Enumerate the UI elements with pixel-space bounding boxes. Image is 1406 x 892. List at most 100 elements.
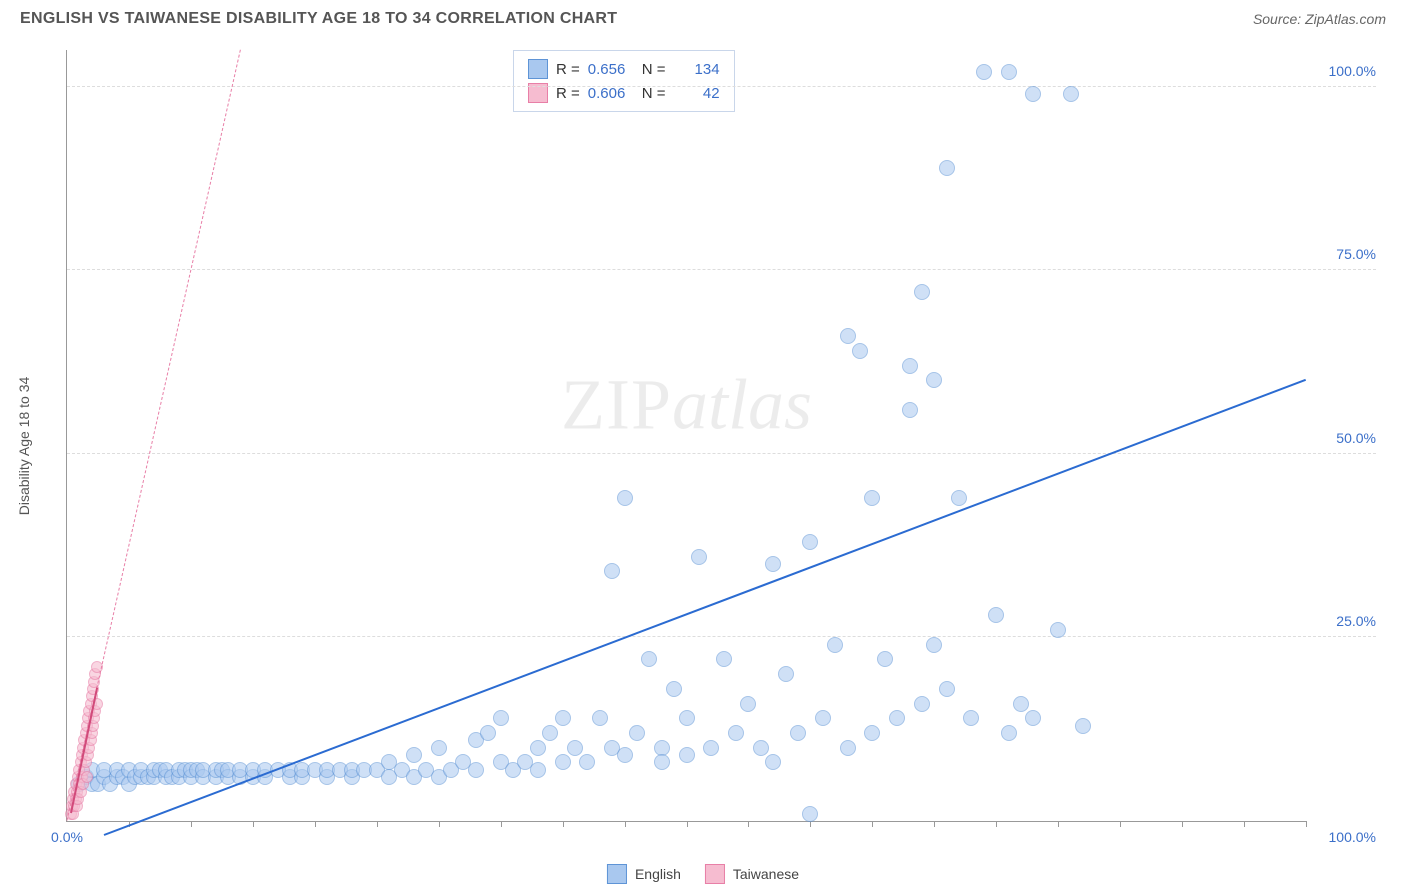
x-tick — [439, 821, 440, 827]
data-point — [802, 806, 818, 822]
series-legend-label: English — [635, 866, 681, 882]
data-point — [926, 637, 942, 653]
x-tick — [191, 821, 192, 827]
data-point — [765, 556, 781, 572]
gridline — [67, 636, 1376, 637]
chart-title: ENGLISH VS TAIWANESE DISABILITY AGE 18 T… — [20, 10, 617, 28]
x-tick — [934, 821, 935, 827]
data-point — [802, 534, 818, 550]
x-tick — [501, 821, 502, 827]
series-legend-item: Taiwanese — [705, 864, 799, 884]
y-tick-label: 75.0% — [1316, 246, 1376, 262]
data-point — [864, 490, 880, 506]
data-point — [654, 754, 670, 770]
data-point — [716, 651, 732, 667]
data-point — [555, 754, 571, 770]
data-point — [988, 607, 1004, 623]
data-point — [1013, 696, 1029, 712]
x-tick — [563, 821, 564, 827]
data-point — [840, 328, 856, 344]
legend-n-label: N = — [642, 61, 666, 78]
data-point — [740, 696, 756, 712]
x-tick — [810, 821, 811, 827]
trend-line — [104, 378, 1307, 835]
plot-region: ZIPatlas R =0.656N =134R =0.606N =42 0.0… — [66, 50, 1306, 822]
data-point — [939, 160, 955, 176]
data-point — [480, 725, 496, 741]
data-point — [963, 710, 979, 726]
legend-r-value: 0.606 — [588, 85, 634, 102]
data-point — [1063, 86, 1079, 102]
data-point — [778, 666, 794, 682]
data-point — [1075, 718, 1091, 734]
data-point — [679, 747, 695, 763]
data-point — [579, 754, 595, 770]
x-tick — [1306, 821, 1307, 827]
data-point — [1050, 622, 1066, 638]
data-point — [1025, 86, 1041, 102]
gridline — [67, 86, 1376, 87]
y-axis-label: Disability Age 18 to 34 — [16, 377, 32, 516]
watermark-part1: ZIP — [561, 364, 672, 444]
data-point — [629, 725, 645, 741]
watermark-part2: atlas — [672, 364, 812, 444]
legend-n-value: 42 — [674, 85, 720, 102]
data-point — [902, 358, 918, 374]
data-point — [765, 754, 781, 770]
x-tick — [872, 821, 873, 827]
x-tick — [996, 821, 997, 827]
data-point — [914, 696, 930, 712]
x-tick — [625, 821, 626, 827]
data-point — [939, 681, 955, 697]
data-point — [902, 402, 918, 418]
legend-r-value: 0.656 — [588, 61, 634, 78]
legend-r-label: R = — [556, 85, 580, 102]
data-point — [728, 725, 744, 741]
data-point — [877, 651, 893, 667]
x-tick — [1182, 821, 1183, 827]
data-point — [604, 563, 620, 579]
series-legend-label: Taiwanese — [733, 866, 799, 882]
data-point — [679, 710, 695, 726]
legend-n-value: 134 — [674, 61, 720, 78]
y-tick-label: 100.0% — [1316, 63, 1376, 79]
data-point — [592, 710, 608, 726]
data-point — [1001, 725, 1017, 741]
data-point — [852, 343, 868, 359]
x-tick — [315, 821, 316, 827]
legend-row: R = 0.606 N = 42 — [528, 81, 720, 105]
data-point — [617, 747, 633, 763]
y-tick-label: 25.0% — [1316, 613, 1376, 629]
data-point — [1025, 710, 1041, 726]
y-tick-label: 50.0% — [1316, 430, 1376, 446]
data-point — [790, 725, 806, 741]
data-point — [926, 372, 942, 388]
data-point — [406, 747, 422, 763]
data-point — [530, 762, 546, 778]
x-tick — [253, 821, 254, 827]
data-point — [641, 651, 657, 667]
data-point — [468, 762, 484, 778]
legend-n-label: N = — [642, 85, 666, 102]
data-point — [617, 490, 633, 506]
data-point — [666, 681, 682, 697]
data-point — [1001, 64, 1017, 80]
data-point — [555, 710, 571, 726]
legend-swatch — [528, 59, 548, 79]
x-tick — [748, 821, 749, 827]
data-point — [889, 710, 905, 726]
legend-row: R =0.656N =134 — [528, 57, 720, 81]
x-tick — [377, 821, 378, 827]
data-point — [864, 725, 880, 741]
series-legend: English Taiwanese — [607, 864, 799, 884]
data-point — [914, 284, 930, 300]
x-tick — [1244, 821, 1245, 827]
data-point — [976, 64, 992, 80]
data-point — [703, 740, 719, 756]
data-point — [81, 771, 93, 783]
data-point — [542, 725, 558, 741]
x-tick — [1120, 821, 1121, 827]
data-point — [691, 549, 707, 565]
legend-swatch — [607, 864, 627, 884]
data-point — [493, 710, 509, 726]
